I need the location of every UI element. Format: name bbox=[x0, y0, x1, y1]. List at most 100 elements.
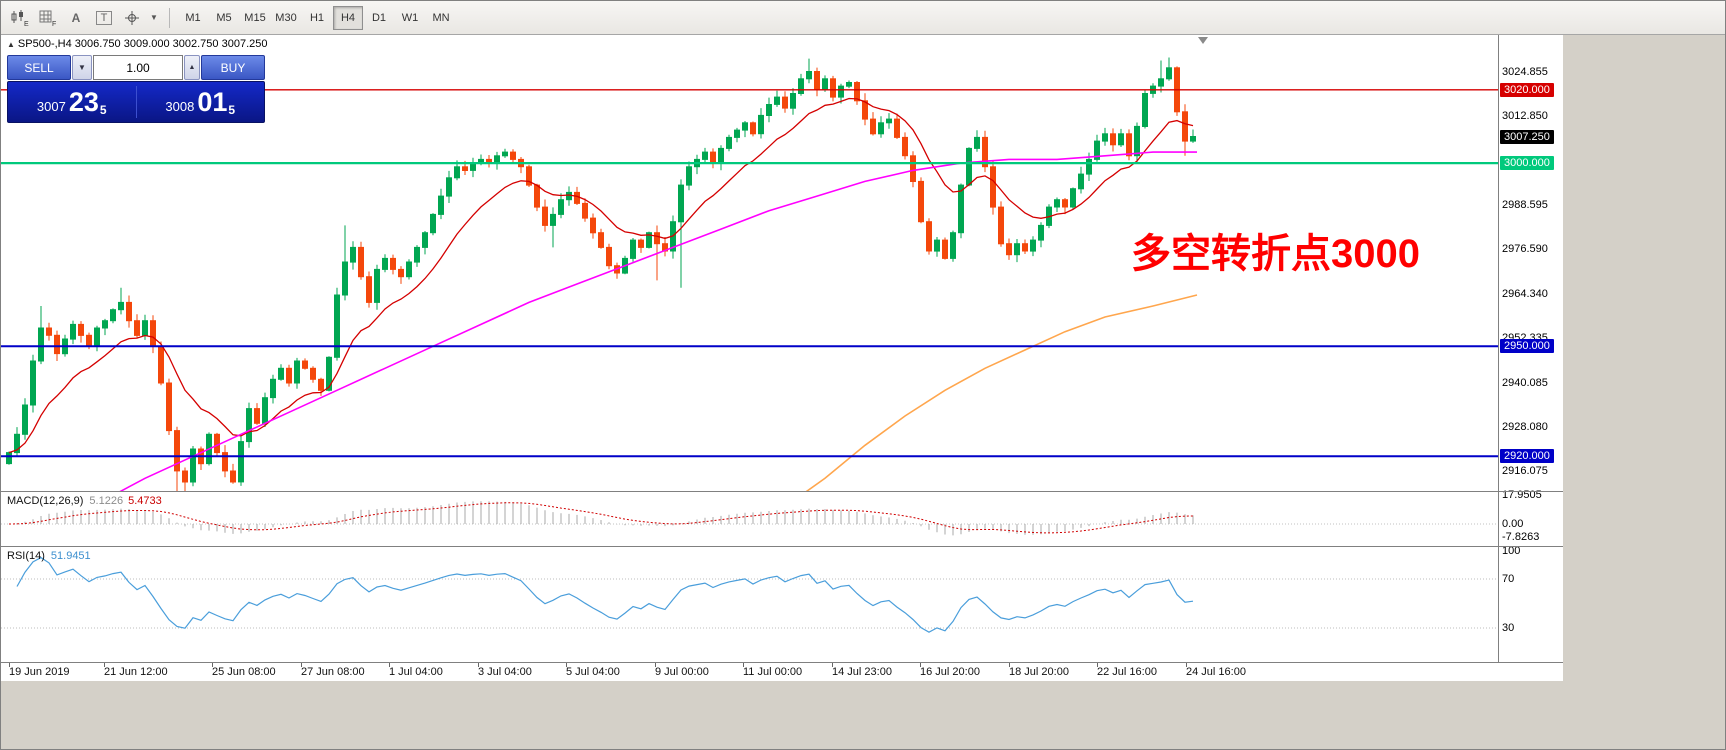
macd-indicator-header: MACD(12,26,9) 5.1226 5.4733 bbox=[7, 495, 162, 507]
rsi-title: RSI(14) bbox=[7, 550, 45, 562]
crosshair-icon[interactable] bbox=[119, 6, 145, 30]
time-tick bbox=[478, 663, 479, 667]
volume-increase-button[interactable]: ▲ bbox=[184, 55, 200, 80]
macd-title: MACD(12,26,9) bbox=[7, 495, 84, 507]
macd-signal-line bbox=[8, 502, 1194, 534]
price-chart-canvas[interactable] bbox=[1, 35, 1498, 491]
macd-histogram bbox=[16, 501, 1194, 536]
ma-mid-line bbox=[119, 151, 1197, 491]
macd-main-value: 5.1226 bbox=[89, 495, 124, 507]
current-price-label: 3007.250 bbox=[1500, 130, 1554, 144]
boxed-t-icon: T bbox=[95, 10, 113, 25]
time-tick bbox=[389, 663, 390, 667]
time-axis-label: 16 Jul 20:00 bbox=[920, 666, 980, 678]
timeframe-w1[interactable]: W1 bbox=[395, 6, 425, 30]
rsi-panel-canvas[interactable] bbox=[1, 547, 1498, 661]
price-scale-label: 2964.340 bbox=[1502, 288, 1548, 300]
buy-price-button[interactable]: 3008 01 5 bbox=[137, 82, 265, 122]
time-tick bbox=[104, 663, 105, 667]
grid-tool-icon[interactable]: F bbox=[35, 6, 61, 30]
rsi-scale-label: 30 bbox=[1502, 622, 1515, 634]
timeframe-m30[interactable]: M30 bbox=[271, 6, 301, 30]
symbol-ohlc-text: SP500-,H4 3006.750 3009.000 3002.750 300… bbox=[17, 38, 268, 50]
time-axis-label: 14 Jul 23:00 bbox=[832, 666, 892, 678]
time-tick bbox=[212, 663, 213, 667]
collapse-marker-icon[interactable]: ▲ bbox=[7, 40, 15, 49]
time-axis-label: 27 Jun 08:00 bbox=[301, 666, 365, 678]
macd-scale-label: -7.8263 bbox=[1502, 531, 1540, 543]
sell-price-pips: 23 bbox=[68, 87, 99, 117]
time-axis-label: 3 Jul 04:00 bbox=[478, 666, 532, 678]
time-tick bbox=[743, 663, 744, 667]
grid-icon: F bbox=[39, 10, 56, 26]
macd-panel-canvas[interactable] bbox=[1, 492, 1498, 545]
macd-scale-label: 17.9505 bbox=[1502, 489, 1542, 501]
trade-prices-row: 3007 23 5 3008 01 5 bbox=[7, 81, 265, 123]
panel-separator[interactable] bbox=[1, 491, 1563, 492]
level-price-label: 3000.000 bbox=[1500, 156, 1554, 170]
rsi-line bbox=[16, 556, 1194, 633]
timeframe-mn[interactable]: MN bbox=[426, 6, 456, 30]
chevron-up-icon: ▲ bbox=[188, 64, 196, 71]
sell-button[interactable]: SELL bbox=[7, 55, 71, 80]
rsi-scale-label: 100 bbox=[1502, 545, 1521, 557]
insert-text-icon[interactable]: A bbox=[71, 10, 81, 25]
timeframe-d1[interactable]: D1 bbox=[364, 6, 394, 30]
time-axis-label: 11 Jul 00:00 bbox=[743, 666, 803, 678]
price-scale[interactable]: 3024.855 3012.850 2988.595 2976.590 2964.340… bbox=[1498, 35, 1563, 681]
level-price-label: 2920.000 bbox=[1500, 449, 1554, 463]
sell-price-button[interactable]: 3007 23 5 bbox=[8, 82, 136, 122]
time-axis-label: 19 Jun 2019 bbox=[9, 666, 70, 678]
time-axis-label: 18 Jul 20:00 bbox=[1009, 666, 1069, 678]
panel-separator[interactable] bbox=[1, 546, 1563, 547]
time-axis-label: 25 Jun 08:00 bbox=[212, 666, 276, 678]
macd-signal-value: 5.4733 bbox=[128, 495, 162, 507]
time-axis-label: 5 Jul 04:00 bbox=[566, 666, 620, 678]
time-tick bbox=[1009, 663, 1010, 667]
time-tick bbox=[920, 663, 921, 667]
timeframe-m15[interactable]: M15 bbox=[240, 6, 270, 30]
price-scale-label: 2916.075 bbox=[1502, 465, 1548, 477]
price-divider bbox=[135, 86, 137, 118]
candlestick-tool-icon[interactable]: E bbox=[7, 6, 33, 30]
timeframe-h1[interactable]: H1 bbox=[302, 6, 332, 30]
ma-fast-line bbox=[8, 97, 1194, 454]
crosshair-glyph-icon bbox=[125, 10, 139, 25]
volume-input[interactable]: 1.00 bbox=[93, 55, 183, 80]
text-label-icon[interactable]: T bbox=[91, 6, 117, 30]
chevron-down-icon: ▼ bbox=[150, 13, 158, 22]
price-scale-label: 2988.595 bbox=[1502, 199, 1548, 211]
toolbar: E F A T ▼ M1 M5 M15 M30 H1 H4 D1 W1 MN bbox=[1, 1, 1725, 35]
timeframe-m1[interactable]: M1 bbox=[178, 6, 208, 30]
volume-dropdown-button[interactable]: ▼ bbox=[72, 55, 92, 80]
panel-separator bbox=[1, 662, 1563, 663]
buy-price-big-figure: 3008 bbox=[165, 99, 195, 114]
sell-price-big-figure: 3007 bbox=[36, 99, 66, 114]
time-axis-label: 22 Jul 16:00 bbox=[1097, 666, 1157, 678]
cursor-dropdown-button[interactable]: ▼ bbox=[147, 6, 161, 30]
one-click-trading-panel: SELL ▼ 1.00 ▲ BUY 3007 23 5 3008 01 5 bbox=[7, 55, 265, 123]
time-tick bbox=[301, 663, 302, 667]
chevron-down-icon: ▼ bbox=[78, 63, 86, 72]
time-axis-label: 9 Jul 00:00 bbox=[655, 666, 709, 678]
timeframe-bar: M1 M5 M15 M30 H1 H4 D1 W1 MN bbox=[178, 5, 456, 30]
buy-button[interactable]: BUY bbox=[201, 55, 265, 80]
svg-text:F: F bbox=[52, 21, 56, 26]
time-axis[interactable]: 19 Jun 2019 21 Jun 12:00 25 Jun 08:00 27 Ju… bbox=[1, 663, 1563, 681]
rsi-value: 51.9451 bbox=[50, 550, 91, 562]
price-scale-label: 2940.085 bbox=[1502, 377, 1548, 389]
price-scale-label: 2976.590 bbox=[1502, 243, 1548, 255]
timeframe-m5[interactable]: M5 bbox=[209, 6, 239, 30]
time-tick bbox=[1097, 663, 1098, 667]
chart-window: ▲ SP500-,H4 3006.750 3009.000 3002.750 30… bbox=[1, 35, 1563, 681]
time-tick bbox=[832, 663, 833, 667]
timeframe-h4[interactable]: H4 bbox=[333, 5, 363, 30]
trade-controls-row: SELL ▼ 1.00 ▲ BUY bbox=[7, 55, 265, 80]
chart-shift-marker-icon[interactable] bbox=[1198, 37, 1208, 44]
time-tick bbox=[655, 663, 656, 667]
sell-price-fraction: 5 bbox=[99, 103, 107, 117]
buy-price-fraction: 5 bbox=[228, 103, 236, 117]
price-scale-label: 3024.855 bbox=[1502, 66, 1548, 78]
ma-slow-line bbox=[805, 294, 1198, 491]
